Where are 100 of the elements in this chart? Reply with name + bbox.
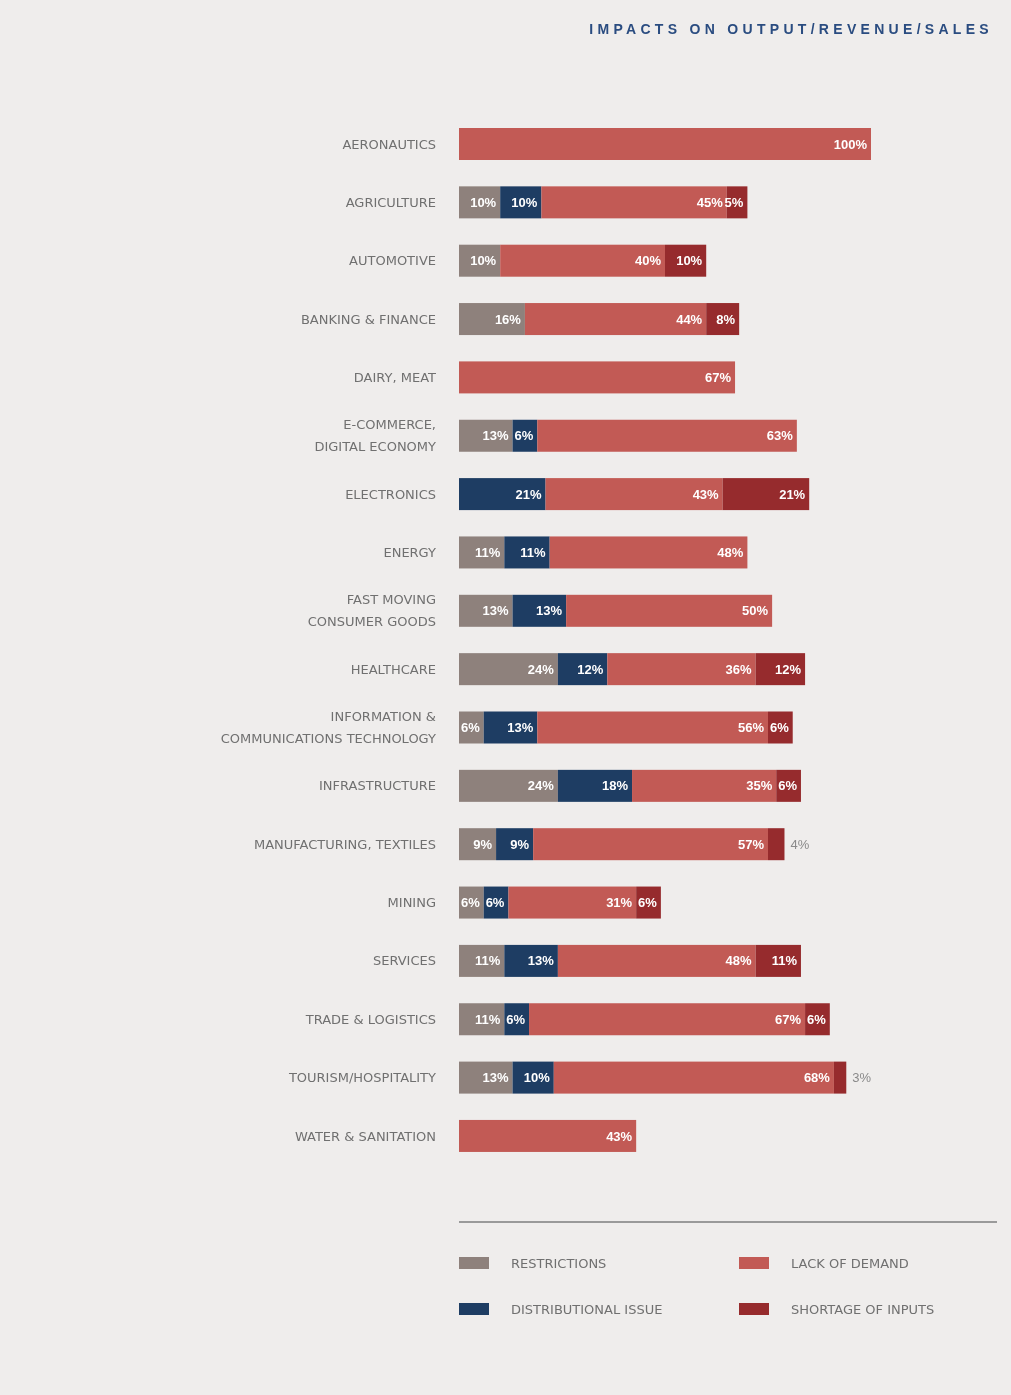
y-tick-label: HEALTHCARE [350, 661, 436, 677]
y-tick-label: MANUFACTURING, TEXTILES [253, 836, 436, 852]
y-tick-label: ELECTRONICS [345, 486, 436, 502]
bar [722, 478, 810, 511]
data-label: 12% [775, 661, 802, 677]
data-label: 13% [482, 428, 509, 444]
bar [768, 828, 785, 861]
data-label: 57% [737, 836, 765, 852]
data-label: 10% [523, 1070, 551, 1086]
data-label: 10% [470, 194, 497, 210]
data-label: 6% [514, 428, 534, 444]
data-label: 67% [775, 1011, 802, 1027]
bar [459, 1119, 637, 1152]
legend-label: LACK OF DEMAND [791, 1255, 909, 1271]
data-label: 6% [506, 1011, 526, 1027]
data-label: 63% [766, 428, 794, 444]
data-label: 31% [606, 895, 633, 911]
bar [545, 478, 723, 511]
data-label: 11% [771, 953, 798, 969]
data-label: 9% [510, 836, 530, 852]
bar [504, 944, 558, 977]
data-label: 16% [494, 311, 522, 327]
y-tick-label: TRADE & LOGISTICS [304, 1011, 436, 1027]
y-tick-label: DAIRY, MEAT [353, 369, 437, 385]
data-label: 6% [778, 778, 798, 794]
y-tick-label: WATER & SANITATION [294, 1128, 436, 1144]
data-label: 13% [482, 603, 509, 619]
y-tick-label: FAST MOVING CONSUMER GOODS [307, 592, 436, 630]
data-label: 44% [676, 311, 703, 327]
bar [529, 1003, 806, 1036]
y-tick-label: E-COMMERCE, DIGITAL ECONOMY [314, 417, 437, 455]
data-label: 36% [725, 661, 753, 677]
data-label: 24% [527, 778, 555, 794]
bar [557, 944, 756, 977]
data-label: 100% [833, 136, 868, 152]
data-label: 24% [527, 661, 555, 677]
data-label: 18% [602, 778, 629, 794]
y-tick-label: AUTOMOTIVE [349, 253, 436, 269]
bar [607, 653, 756, 686]
data-label: 11% [475, 1011, 501, 1027]
y-tick-label: TOURISM/HOSPITALITY [287, 1070, 437, 1086]
data-label: 50% [742, 603, 769, 619]
y-tick-label: ENERGY [383, 545, 437, 560]
data-label: 6% [638, 895, 658, 911]
data-label: 40% [634, 253, 662, 269]
data-label: 13% [507, 720, 534, 736]
data-label: 13% [527, 953, 555, 969]
bar [504, 536, 550, 569]
y-tick-label: AGRICULTURE [345, 194, 436, 210]
data-label: 12% [577, 661, 604, 677]
data-label: 6% [460, 895, 481, 911]
bar [500, 244, 665, 277]
data-label: 10% [511, 194, 538, 210]
y-tick-label: SERVICES [372, 953, 436, 969]
data-label: 6% [769, 720, 790, 736]
bar [459, 303, 525, 336]
legend-label: SHORTAGE OF INPUTS [791, 1301, 935, 1317]
bar [524, 303, 707, 336]
bar [553, 1061, 834, 1094]
bar [833, 1061, 847, 1094]
data-label: 11% [475, 545, 501, 560]
data-label: 67% [705, 369, 732, 385]
bar [459, 128, 871, 160]
legend-label: DISTRIBUTIONAL ISSUE [511, 1301, 663, 1317]
data-label: 3% [852, 1070, 872, 1086]
data-label: 43% [692, 486, 720, 502]
y-tick-label: MINING [387, 895, 436, 911]
chart-title: IMPACTS ON OUTPUT/REVENUE/SALES [589, 21, 993, 37]
bar [537, 711, 768, 744]
bar [508, 886, 637, 919]
data-label: 5% [724, 194, 744, 210]
bar [566, 594, 773, 627]
data-label: 56% [737, 720, 765, 736]
bar [459, 419, 513, 452]
data-label: 6% [807, 1011, 827, 1027]
y-tick-label: AERONAUTICS [342, 136, 436, 152]
legend-label: RESTRICTIONS [511, 1255, 607, 1271]
bar [459, 478, 546, 511]
bar [459, 361, 736, 394]
data-label: 8% [716, 311, 736, 327]
bar [459, 1061, 513, 1094]
bar [549, 536, 748, 569]
data-label: 6% [460, 720, 481, 736]
bar [533, 828, 768, 861]
data-label: 21% [779, 486, 806, 502]
bar [459, 769, 558, 802]
data-label: 68% [803, 1070, 831, 1086]
data-label: 21% [515, 486, 542, 502]
data-label: 45% [696, 194, 724, 210]
data-label: 11% [520, 545, 547, 560]
bar [459, 653, 558, 686]
data-label: 9% [473, 836, 493, 852]
bar [459, 594, 513, 627]
data-label: 6% [485, 895, 505, 911]
data-label: 35% [746, 778, 773, 794]
y-tick-label: INFRASTRUCTURE [319, 778, 436, 794]
data-label: 13% [482, 1070, 509, 1086]
data-label: 48% [725, 953, 753, 969]
data-label: 43% [606, 1128, 633, 1144]
data-label: 10% [676, 253, 703, 269]
